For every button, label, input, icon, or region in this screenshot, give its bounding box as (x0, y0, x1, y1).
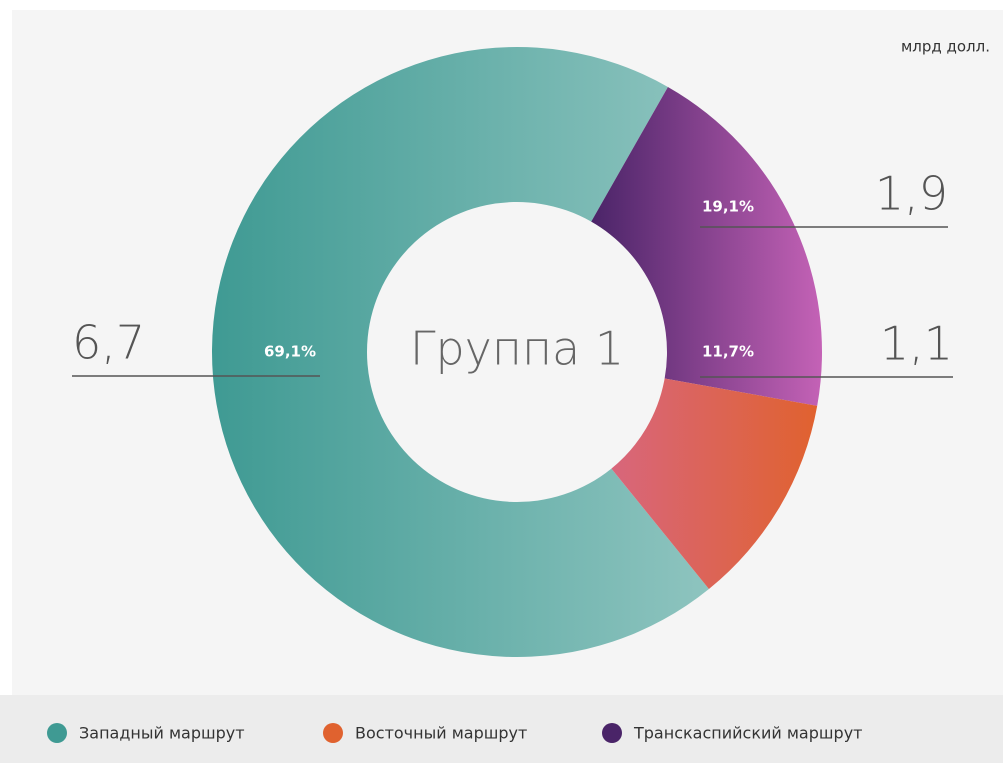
legend-marker (47, 723, 67, 743)
unit-label: млрд долл. (901, 38, 990, 56)
value-label: 1,9 (875, 167, 948, 221)
share-label: 11,7% (702, 343, 754, 361)
share-label: 19,1% (702, 198, 754, 216)
pie-slice (212, 47, 709, 658)
center-label: Группа 1 (410, 322, 624, 376)
legend-background (0, 695, 1003, 763)
legend-label: Западный маршрут (79, 724, 245, 743)
share-label: 69,1% (264, 343, 316, 361)
legend-label: Восточный маршрут (355, 724, 527, 743)
value-label: 6,7 (72, 316, 145, 370)
value-label: 1,1 (880, 317, 953, 371)
pie-slice (591, 86, 822, 406)
legend-label: Транскаспийский маршрут (633, 724, 862, 743)
pie-slice (611, 378, 818, 590)
legend-marker (323, 723, 343, 743)
legend-marker (602, 723, 622, 743)
